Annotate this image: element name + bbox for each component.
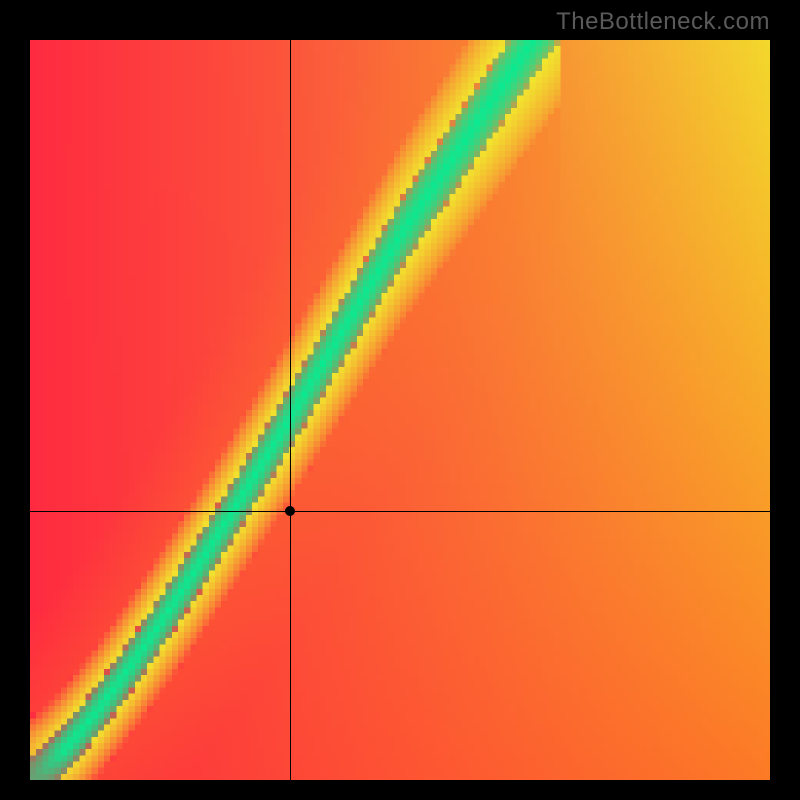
heatmap-canvas <box>30 40 770 780</box>
crosshair-marker <box>285 506 295 516</box>
crosshair-vertical <box>290 40 291 780</box>
heatmap-plot <box>30 40 770 780</box>
crosshair-horizontal <box>30 511 770 512</box>
watermark-text: TheBottleneck.com <box>556 8 770 36</box>
